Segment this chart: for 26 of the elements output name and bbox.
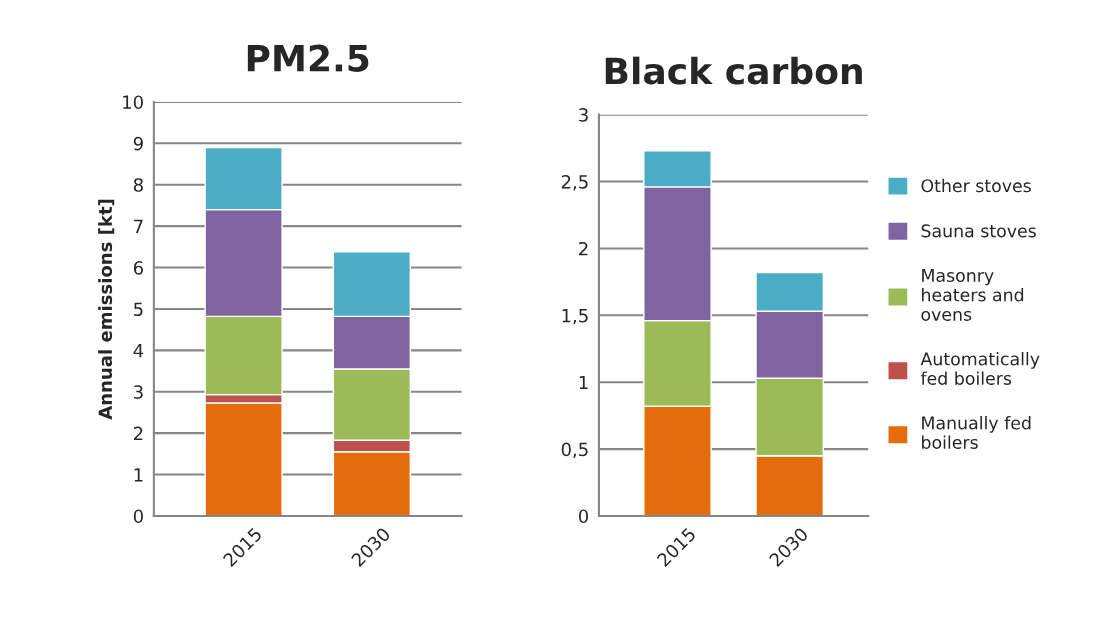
y-tick-label: 4 <box>133 344 144 358</box>
y-tick-label: 1 <box>579 375 588 390</box>
y-tick-label: 1 <box>134 468 143 482</box>
legend-label: Sauna stoves <box>921 224 1036 238</box>
legend-label: Masonry heaters and ovens <box>921 269 1024 321</box>
y-tick-label: 0,5 <box>561 442 588 459</box>
legend-label: Automatically fed boilers <box>920 352 1040 385</box>
y-tick-label: 3 <box>134 385 143 399</box>
legend-label: Other stoves <box>921 178 1031 193</box>
y-tick-label: 7 <box>134 219 143 233</box>
y-tick-label: 0 <box>133 509 143 524</box>
y-tick-label: 5 <box>134 302 143 317</box>
y-tick-label: 9 <box>133 136 143 151</box>
y-tick-label: 1,5 <box>562 309 588 325</box>
legend-label: Manually fed boilers <box>922 416 1031 449</box>
y-axis-title: Annual emissions [kt] <box>98 199 115 420</box>
y-tick-label: 8 <box>133 178 143 192</box>
chart-title: PM2.5 <box>247 44 369 72</box>
y-tick-label: 10 <box>123 95 143 110</box>
y-tick-label: 2,5 <box>561 175 588 191</box>
y-tick-label: 3 <box>579 108 588 122</box>
chart-title: Black carbon <box>605 56 862 85</box>
y-tick-label: 6 <box>133 261 143 275</box>
y-tick-label: 2 <box>579 241 588 256</box>
y-tick-label: 0 <box>578 509 589 524</box>
y-tick-label: 2 <box>133 426 143 441</box>
